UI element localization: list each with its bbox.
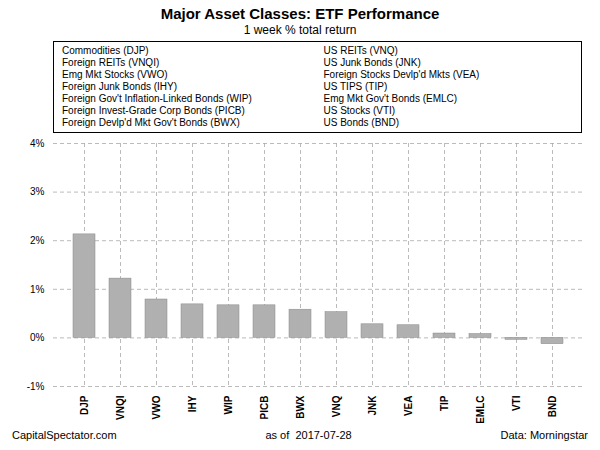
html-text:Foreign Stocks Devlp'd Mkts (V: Foreign Stocks Devlp'd Mkts (VEA) — [323, 69, 480, 80]
html-text:US Bonds (BND): US Bonds (BND) — [323, 117, 400, 128]
svg-text:2%: 2% — [30, 235, 45, 246]
html-text:CapitalSpectator.com: CapitalSpectator.com — [12, 429, 117, 441]
svg-text:TIP: TIP — [439, 395, 450, 411]
svg-text:IHY: IHY — [187, 395, 198, 412]
html-text:Foreign Junk Bonds (IHY): Foreign Junk Bonds (IHY) — [62, 81, 178, 92]
html-text:Data: Morningstar: Data: Morningstar — [500, 429, 588, 441]
svg-text:BND: BND — [547, 396, 558, 418]
svg-text:3%: 3% — [30, 186, 45, 197]
svg-text:PICB: PICB — [259, 396, 270, 420]
svg-text:VWO: VWO — [151, 395, 162, 419]
html-text:Emg Mkt Stocks (VWO): Emg Mkt Stocks (VWO) — [62, 69, 168, 80]
svg-text:VTI: VTI — [511, 395, 522, 411]
svg-text:-1%: -1% — [27, 381, 45, 392]
html-text:US Stocks (VTI): US Stocks (VTI) — [323, 105, 396, 116]
svg-text:DJP: DJP — [79, 395, 90, 415]
html-text:Commodities (DJP): Commodities (DJP) — [62, 45, 149, 56]
svg-text:1%: 1% — [30, 284, 45, 295]
svg-text:BWX: BWX — [295, 395, 306, 419]
html-text:Foreign Devlp'd Mkt Gov't Bond: Foreign Devlp'd Mkt Gov't Bonds (BWX) — [62, 117, 240, 128]
svg-text:VNQ: VNQ — [331, 395, 342, 417]
html-text:US TIPS (TIP): US TIPS (TIP) — [323, 81, 388, 92]
html-text:Foreign REITs (VNQI): Foreign REITs (VNQI) — [62, 57, 160, 68]
svg-text:EMLC: EMLC — [475, 396, 486, 424]
html-text:Foreign Gov't Inflation-Linked: Foreign Gov't Inflation-Linked Bonds (WI… — [62, 93, 252, 104]
svg-text:VEA: VEA — [403, 396, 414, 417]
html-text:as of 2017-07-28: as of 2017-07-28 — [265, 429, 352, 441]
html-text:US Junk Bonds (JNK): US Junk Bonds (JNK) — [323, 57, 421, 68]
svg-text:4%: 4% — [30, 138, 45, 149]
svg-text:VNQI: VNQI — [115, 395, 126, 420]
html-text:Foreign Invest-Grade Corp Bond: Foreign Invest-Grade Corp Bonds (PICB) — [62, 105, 245, 116]
svg-text:JNK: JNK — [367, 395, 378, 416]
svg-text:WIP: WIP — [223, 395, 234, 414]
svg-text:0%: 0% — [30, 332, 45, 343]
html-text:Major Asset Classes: ETF Perfo: Major Asset Classes: ETF Performance — [160, 5, 440, 22]
html-text:Emg Mkt Gov't Bonds (EMLC): Emg Mkt Gov't Bonds (EMLC) — [323, 93, 458, 104]
html-text:US REITs (VNQ): US REITs (VNQ) — [323, 45, 398, 56]
html-text:1 week % total return: 1 week % total return — [243, 23, 357, 37]
